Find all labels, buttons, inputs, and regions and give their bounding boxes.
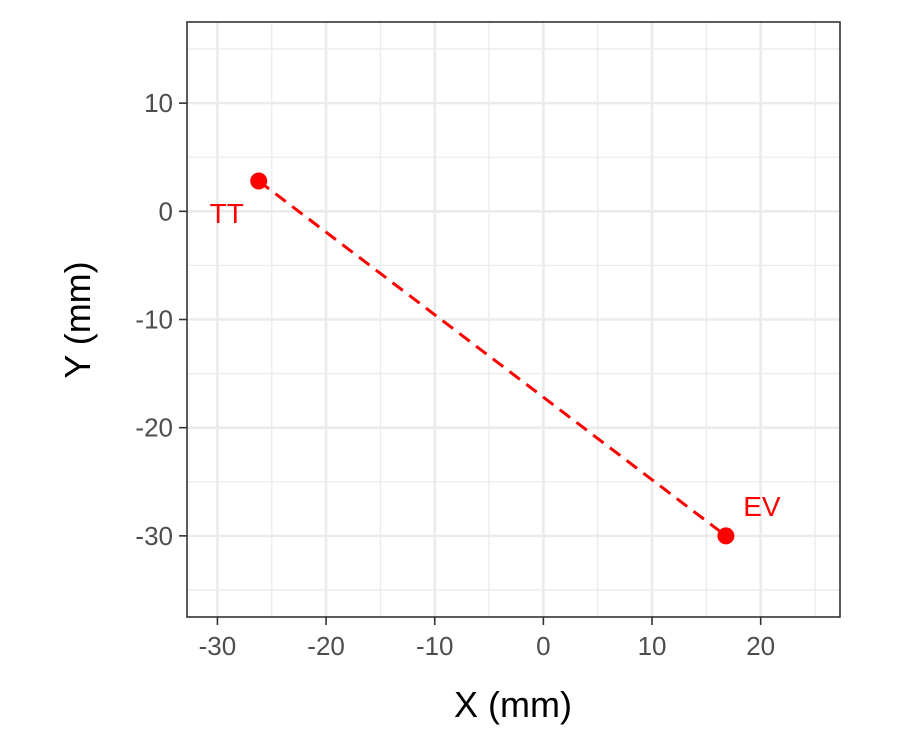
- x-tick-label: -20: [307, 631, 345, 661]
- point-label-tt: TT: [210, 198, 244, 229]
- y-tick-label: -10: [135, 305, 173, 335]
- x-tick-label: -30: [199, 631, 237, 661]
- connector-line: [257, 179, 727, 538]
- major-grid: [187, 22, 840, 617]
- data-point-tt: [250, 172, 268, 190]
- x-axis: -30 -20 -10 0 10 20: [199, 617, 775, 661]
- data-point-ev: [717, 527, 735, 545]
- y-axis-title: Y (mm): [57, 261, 98, 378]
- y-tick-label: 0: [159, 196, 173, 226]
- point-label-ev: EV: [743, 491, 781, 522]
- x-tick-label: -10: [416, 631, 454, 661]
- data-series: TT EV: [210, 172, 781, 545]
- y-tick-label: 10: [144, 88, 173, 118]
- y-axis: 10 0 -10 -20 -30: [135, 88, 187, 551]
- y-tick-label: -20: [135, 413, 173, 443]
- x-tick-label: 0: [536, 631, 550, 661]
- x-axis-title: X (mm): [454, 684, 572, 725]
- y-tick-label: -30: [135, 521, 173, 551]
- x-tick-label: 10: [638, 631, 667, 661]
- x-tick-label: 20: [746, 631, 775, 661]
